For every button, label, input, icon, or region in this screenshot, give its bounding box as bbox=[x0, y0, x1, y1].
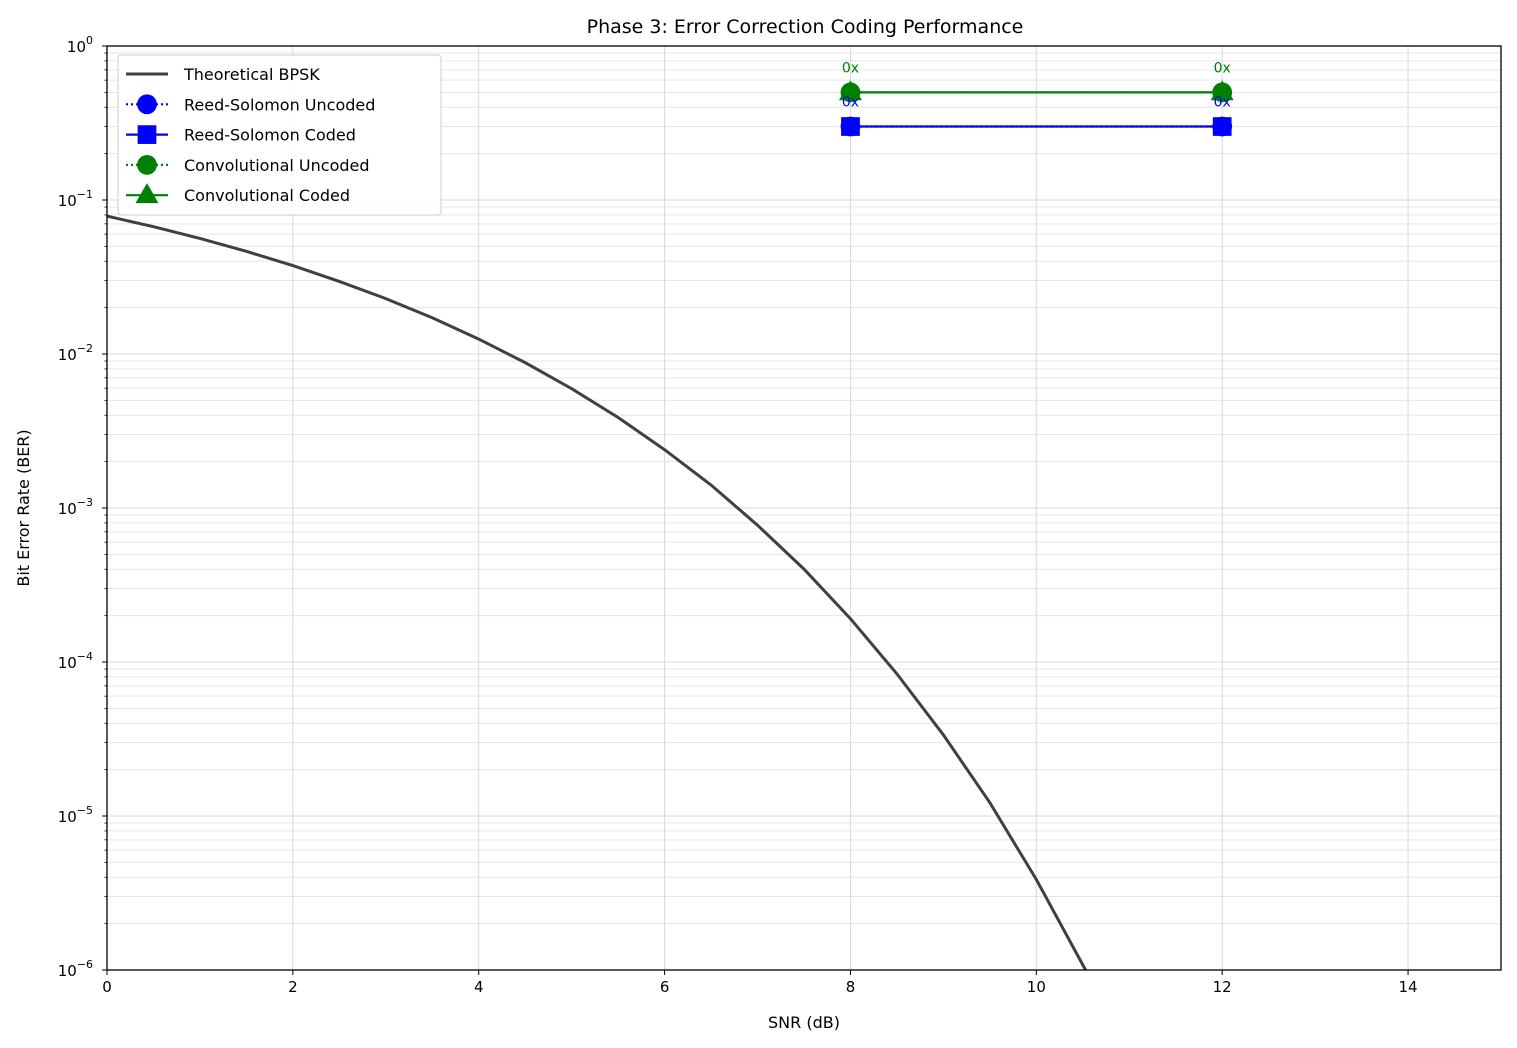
x-tick-label: 0 bbox=[102, 978, 112, 996]
y-tick-base: 10 bbox=[58, 346, 77, 364]
y-tick-exponent: −4 bbox=[77, 650, 93, 663]
y-tick-base: 10 bbox=[58, 192, 77, 210]
legend-entry-label: Reed-Solomon Coded bbox=[184, 126, 356, 145]
y-tick-label: 10−2 bbox=[58, 342, 93, 364]
x-tick-label: 4 bbox=[474, 978, 484, 996]
x-axis: 0 2 4 6 8 10 12 14 bbox=[102, 970, 1418, 996]
data-annotation: 0x bbox=[1214, 60, 1231, 76]
y-tick-base: 10 bbox=[58, 808, 77, 826]
y-tick-exponent: −1 bbox=[77, 188, 93, 201]
y-tick-base: 10 bbox=[58, 654, 77, 672]
legend-entry-label: Theoretical BPSK bbox=[183, 65, 320, 84]
y-tick-base: 10 bbox=[67, 38, 86, 56]
y-tick-exponent: 0 bbox=[86, 34, 93, 47]
series-1 bbox=[107, 214, 1088, 970]
x-tick-label: 12 bbox=[1213, 978, 1232, 996]
legend-marker bbox=[137, 125, 157, 144]
data-point bbox=[841, 117, 860, 136]
y-tick-exponent: −5 bbox=[77, 804, 93, 817]
y-tick-base: 10 bbox=[58, 962, 77, 980]
annotation-layer: 0x 0x 0x 0x bbox=[842, 60, 1231, 110]
y-axis-label: Bit Error Rate (BER) bbox=[14, 429, 33, 586]
series-3 bbox=[841, 117, 1232, 136]
y-tick-label: 10−1 bbox=[58, 188, 93, 210]
data-annotation: 0x bbox=[1214, 95, 1231, 111]
data-point bbox=[838, 80, 862, 101]
legend-entry-label: Convolutional Coded bbox=[184, 186, 350, 205]
data-point bbox=[1212, 117, 1232, 136]
legend-entry-label: Reed-Solomon Uncoded bbox=[184, 95, 375, 114]
legend: Theoretical BPSK Reed-Solomon Uncoded Reed… bbox=[117, 54, 442, 216]
y-tick-exponent: −6 bbox=[77, 958, 93, 971]
legend-entry-label: Convolutional Uncoded bbox=[184, 156, 370, 175]
legend-marker bbox=[137, 94, 157, 115]
x-tick-label: 14 bbox=[1399, 978, 1418, 996]
legend-box bbox=[117, 54, 442, 216]
data-point bbox=[1210, 80, 1234, 101]
legend-marker bbox=[135, 183, 159, 204]
y-tick-label: 10−6 bbox=[58, 958, 93, 980]
series-5 bbox=[838, 80, 1234, 101]
legend-marker bbox=[137, 155, 157, 175]
series-line bbox=[107, 214, 1088, 970]
y-tick-base: 10 bbox=[58, 500, 77, 518]
data-annotation: 0x bbox=[842, 95, 859, 111]
y-tick-exponent: −3 bbox=[77, 496, 93, 509]
y-tick-label: 10−4 bbox=[58, 650, 93, 672]
x-tick-label: 10 bbox=[1027, 978, 1046, 996]
y-tick-label: 10−5 bbox=[58, 804, 93, 826]
x-tick-label: 6 bbox=[660, 978, 670, 996]
y-tick-label: 100 bbox=[67, 34, 93, 56]
x-axis-label: SNR (dB) bbox=[768, 1013, 840, 1032]
y-tick-exponent: −2 bbox=[77, 342, 93, 355]
y-tick-label: 10−3 bbox=[58, 496, 93, 518]
series-layer bbox=[107, 80, 1234, 970]
x-tick-label: 8 bbox=[846, 978, 856, 996]
x-tick-label: 2 bbox=[288, 978, 298, 996]
chart-title: Phase 3: Error Correction Coding Perform… bbox=[587, 16, 1024, 38]
data-annotation: 0x bbox=[842, 60, 859, 76]
